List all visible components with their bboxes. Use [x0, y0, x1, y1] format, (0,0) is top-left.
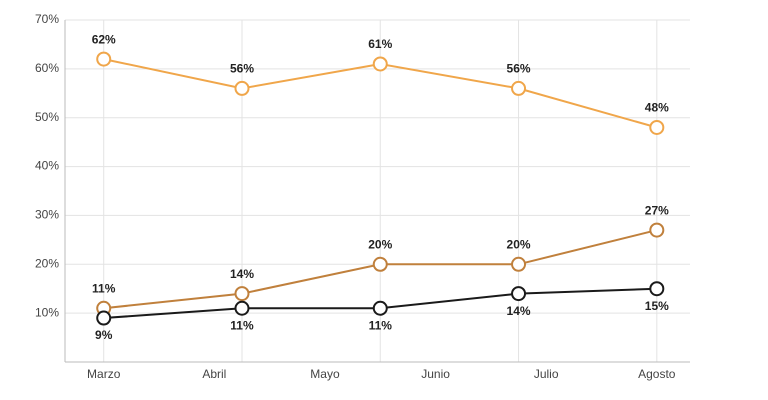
data-point	[649, 222, 665, 238]
data-label: 56%	[230, 62, 254, 76]
data-point	[649, 281, 665, 297]
data-label: 14%	[507, 304, 531, 318]
x-tick-label: Mayo	[310, 367, 340, 381]
y-tick-label: 10%	[35, 305, 59, 319]
data-point	[372, 256, 388, 272]
y-tick-label: 20%	[35, 256, 59, 270]
data-label: 20%	[368, 237, 392, 251]
y-tick-label: 30%	[35, 208, 59, 222]
data-point	[372, 300, 388, 316]
y-tick-label: 70%	[35, 12, 59, 26]
data-label: 11%	[92, 281, 116, 295]
y-tick-label: 50%	[35, 110, 59, 124]
data-point	[511, 80, 527, 96]
x-tick-label: Marzo	[87, 367, 121, 381]
data-label: 15%	[645, 299, 669, 313]
data-label: 20%	[507, 237, 531, 251]
x-tick-label: Julio	[534, 367, 559, 381]
x-tick-label: Agosto	[638, 367, 676, 381]
y-tick-label: 60%	[35, 61, 59, 75]
data-label: 56%	[507, 62, 531, 76]
data-point	[511, 286, 527, 302]
data-point	[649, 119, 665, 135]
data-point	[234, 286, 250, 302]
data-point	[234, 80, 250, 96]
data-point	[511, 256, 527, 272]
x-tick-label: Abril	[202, 367, 226, 381]
data-point	[96, 310, 112, 326]
data-point	[234, 300, 250, 316]
data-point	[96, 51, 112, 67]
y-tick-label: 40%	[35, 159, 59, 173]
data-label: 11%	[230, 318, 254, 332]
data-label: 14%	[230, 267, 254, 281]
data-label: 48%	[645, 101, 669, 115]
x-tick-label: Junio	[421, 367, 450, 381]
data-label: 62%	[92, 32, 116, 46]
data-label: 27%	[645, 203, 669, 217]
data-label: 61%	[368, 37, 392, 51]
data-point	[372, 56, 388, 72]
data-label: 11%	[369, 318, 393, 332]
data-label: 9%	[95, 328, 113, 342]
